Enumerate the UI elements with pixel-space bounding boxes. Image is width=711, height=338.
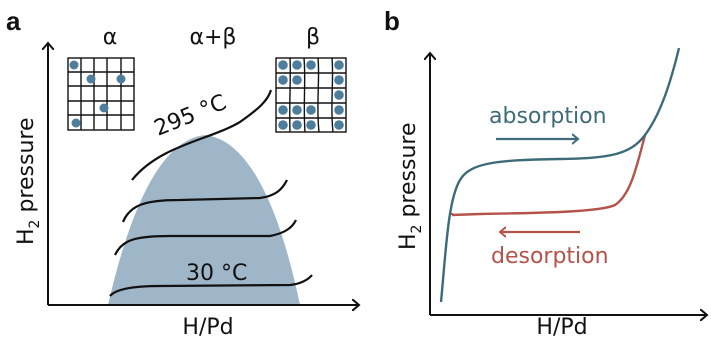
absorption-label: absorption [489, 104, 607, 129]
isotherm-2 [114, 219, 297, 256]
desorption-label: desorption [491, 244, 609, 269]
panel-b: b absorption desorption H2 pressure H/Pd [384, 6, 706, 338]
alpha-lattice-icon [67, 57, 135, 131]
isotherm-295 [131, 89, 273, 181]
temp-high-label: 295 °C [151, 90, 230, 141]
isotherm-30 [109, 274, 313, 297]
panel-a-letter: a [6, 6, 21, 36]
temp-low-label: 30 °C [186, 261, 247, 286]
phase-alpha-beta-label: α+β [190, 25, 237, 50]
desorption-curve [451, 134, 647, 217]
beta-hydrogen-dots [278, 60, 344, 130]
panel-b-letter: b [384, 6, 400, 36]
phase-beta-label: β [306, 25, 320, 50]
beta-lattice-icon [275, 57, 347, 133]
phase-alpha-label: α [103, 25, 118, 50]
y-axis-label-b: H2 pressure [396, 123, 425, 251]
x-axis-label-a: H/Pd [182, 315, 233, 338]
absorption-curve [439, 47, 681, 303]
alpha-hydrogen-dots [69, 60, 126, 128]
panel-a: a 295 °C 30 °C α α+β β [6, 6, 358, 338]
y-axis-label-a: H2 pressure [14, 118, 43, 246]
two-phase-dome [108, 135, 300, 305]
x-axis-label-b: H/Pd [536, 315, 587, 338]
isotherm-3 [121, 179, 288, 223]
